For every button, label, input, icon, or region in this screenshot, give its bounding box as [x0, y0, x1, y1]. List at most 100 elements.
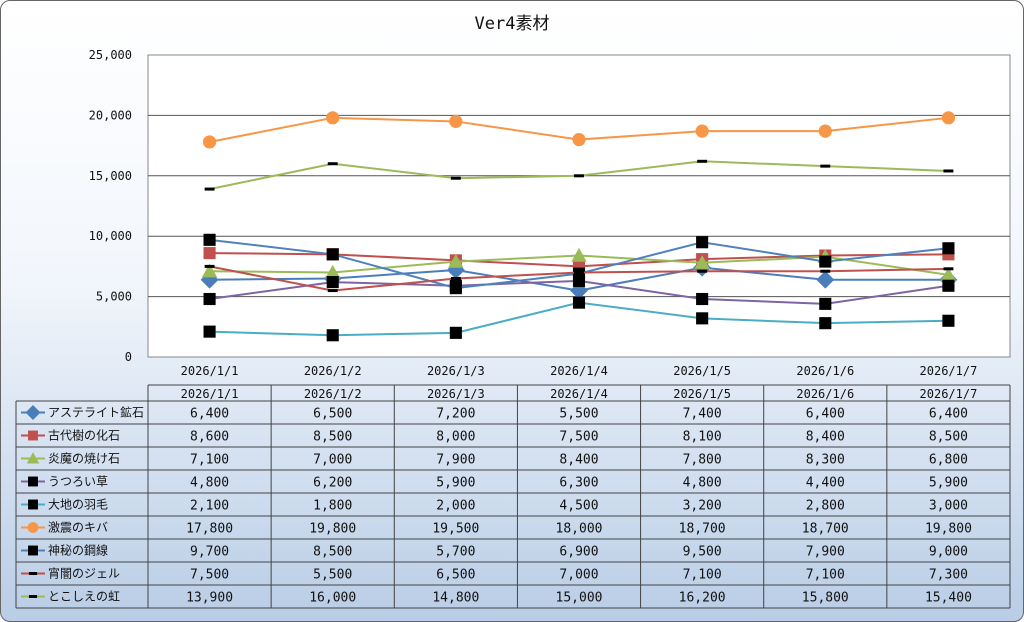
- legend-key-marker: [28, 430, 38, 441]
- data-point: [203, 233, 216, 246]
- data-point: [202, 135, 217, 149]
- series-8: [204, 264, 954, 293]
- table-cell: 8,500: [313, 545, 352, 560]
- data-point: [449, 326, 462, 339]
- table-cell: 15,800: [802, 591, 849, 606]
- table-cell: 7,100: [683, 568, 722, 583]
- data-point: [942, 314, 955, 327]
- data-point: [201, 263, 218, 278]
- x-axis: 2026/1/1 2026/1/2 2026/1/3 2026/1/4 2026/1/5…: [181, 364, 978, 378]
- data-point: [697, 269, 708, 273]
- table-header-cell: 2026/1/7: [920, 387, 978, 401]
- series-name: 炎魔の焼け石: [48, 451, 120, 466]
- table-cell: 14,800: [432, 591, 479, 606]
- data-point: [941, 111, 956, 125]
- data-point: [574, 270, 584, 274]
- x-tick-label: 2026/1/6: [796, 364, 854, 378]
- table-cell: 6,800: [929, 453, 968, 468]
- data-point: [942, 279, 955, 292]
- data-point: [696, 292, 709, 306]
- table-cell: 7,400: [683, 407, 722, 422]
- table-cell: 7,000: [313, 453, 352, 468]
- table-cell: 6,400: [806, 407, 845, 422]
- data-point: [696, 236, 709, 249]
- table-cell: 7,100: [806, 568, 845, 583]
- table-cell: 15,400: [925, 591, 972, 606]
- data-point: [943, 169, 954, 173]
- data-point: [204, 187, 215, 191]
- y-tick-label: 0: [125, 350, 132, 364]
- table-header-cell: 2026/1/1: [181, 387, 239, 401]
- data-point: [203, 292, 216, 306]
- table-cell: 6,400: [190, 407, 229, 422]
- x-tick-label: 2026/1/2: [304, 364, 362, 378]
- table-cell: 8,500: [929, 430, 968, 445]
- data-point: [450, 276, 461, 280]
- legend-key-marker: [28, 595, 38, 598]
- legend-key-marker: [26, 452, 40, 464]
- table-cell: 3,200: [683, 499, 722, 514]
- data-point: [943, 267, 954, 271]
- x-tick-label: 2026/1/1: [181, 364, 239, 378]
- table-cell: 6,300: [559, 476, 598, 491]
- y-tick-label: 15,000: [89, 169, 132, 183]
- data-table: 2026/1/1 2026/1/2 2026/1/3 2026/1/4 2026/1/5…: [15, 384, 1011, 609]
- series-name: アステライト鉱石: [48, 405, 144, 420]
- x-tick-label: 2026/1/4: [550, 364, 608, 378]
- data-point: [325, 264, 341, 279]
- table-cell: 9,000: [929, 545, 968, 560]
- table-cell: 6,500: [313, 407, 352, 422]
- table-cell: 9,700: [190, 545, 229, 560]
- series-name: 大地の羽毛: [48, 498, 108, 512]
- table-cell: 8,400: [806, 430, 845, 445]
- table-header-cell: 2026/1/3: [427, 387, 485, 401]
- table-cell: 3,000: [929, 499, 968, 514]
- y-tick-label: 10,000: [89, 229, 132, 243]
- table-cell: 6,400: [929, 407, 968, 422]
- table-cell: 5,500: [559, 407, 598, 422]
- data-point: [816, 270, 835, 289]
- y-axis: 0 5,000 10,000 15,000 20,000 25,000: [89, 48, 132, 364]
- table-row: 炎魔の焼け石 7,100 7,000 7,900 8,400 7,800 8,300 6,80…: [21, 451, 968, 468]
- data-point: [942, 242, 955, 255]
- x-tick-label: 2026/1/7: [920, 364, 978, 378]
- table-cell: 4,500: [559, 499, 598, 514]
- legend-key-marker: [28, 572, 38, 575]
- data-point: [449, 282, 462, 295]
- data-point: [326, 276, 339, 289]
- table-row: 激震のキバ 17,800 19,800 19,500 18,000 18,700 18,70…: [21, 521, 972, 537]
- chart-title: Ver4素材: [475, 14, 550, 34]
- table-cell: 8,000: [436, 430, 475, 445]
- table-cell: 18,000: [556, 522, 603, 537]
- table-cell: 4,800: [190, 476, 229, 491]
- table-cell: 17,800: [186, 522, 233, 537]
- series-name: 神秘の鋼線: [48, 543, 108, 558]
- table-row: とこしえの虹 13,900 16,000 14,800 15,000 16,200 15,8…: [21, 590, 972, 606]
- data-point: [326, 111, 340, 125]
- data-point: [694, 255, 710, 269]
- data-point: [696, 312, 709, 325]
- table-cell: 7,800: [683, 453, 722, 468]
- table-cell: 7,100: [190, 453, 229, 468]
- data-point: [203, 325, 216, 338]
- series-5: [203, 296, 955, 342]
- table-header-cell: 2026/1/4: [550, 387, 608, 401]
- data-point: [819, 255, 832, 268]
- table-cell: 16,000: [309, 591, 356, 606]
- data-point: [940, 267, 957, 282]
- data-point: [327, 289, 338, 293]
- x-tick-label: 2026/1/3: [427, 364, 485, 378]
- data-point: [449, 114, 463, 129]
- y-tick-label: 5,000: [96, 290, 132, 304]
- table-cell: 1,800: [313, 499, 352, 514]
- table-cell: 5,900: [436, 476, 475, 491]
- data-point: [695, 124, 709, 138]
- table-cell: 19,800: [309, 522, 356, 537]
- table-cell: 7,500: [190, 568, 229, 583]
- table-cell: 7,500: [559, 430, 598, 445]
- table-cell: 4,400: [806, 476, 845, 491]
- table-cell: 8,300: [806, 453, 845, 468]
- table-cell: 8,100: [683, 430, 722, 445]
- table-header-cell: 2026/1/5: [673, 387, 731, 401]
